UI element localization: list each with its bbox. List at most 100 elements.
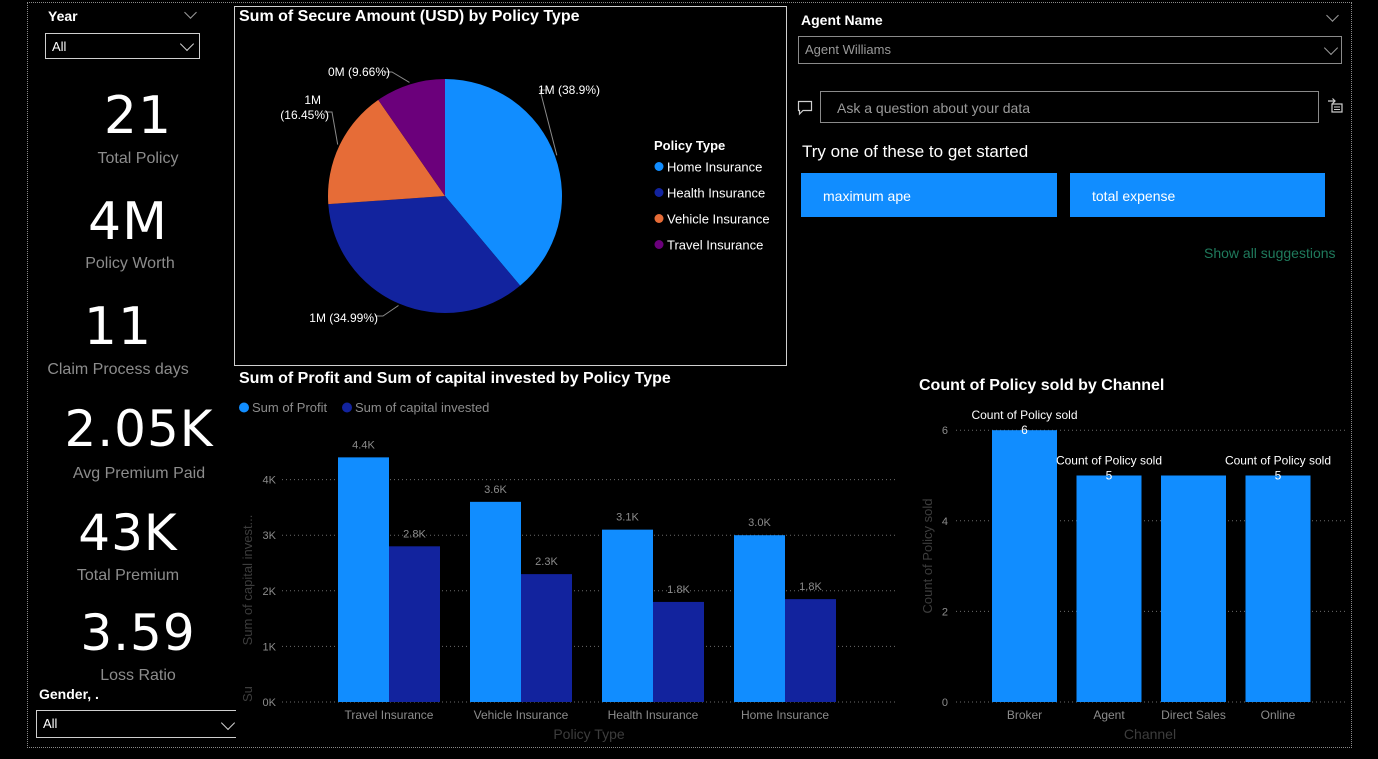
pie-leader-line: [539, 89, 558, 156]
bar-data-label: 1.8K: [799, 581, 822, 593]
kpi-loss-ratio-value: 3.59: [80, 604, 196, 662]
bar-capital[interactable]: [653, 601, 704, 702]
bar-profit[interactable]: [470, 501, 521, 702]
pie-slice-travel-insurance[interactable]: [378, 79, 445, 196]
x-axis-label: Policy Type: [553, 726, 625, 742]
pie-legend-item[interactable]: Home Insurance: [667, 160, 762, 175]
y-tick-label: 1K: [263, 641, 277, 653]
bar-profit[interactable]: [734, 535, 785, 702]
legend-item-capital[interactable]: Sum of capital invested: [355, 400, 489, 415]
profit-chart-title: Sum of Profit and Sum of capital investe…: [239, 370, 671, 387]
pie-legend-marker: [654, 162, 664, 171]
bar-capital[interactable]: [389, 546, 440, 702]
bar-data-label-name: Count of Policy sold: [971, 408, 1077, 422]
kpi-policy-worth-label: Policy Worth: [85, 255, 175, 272]
bar-channel-online[interactable]: [1245, 475, 1311, 703]
pie-leader-line: [375, 305, 399, 317]
bar-data-label: 3.1K: [616, 512, 639, 524]
bar-capital[interactable]: [521, 574, 572, 702]
qa-prompt-text: Try one of these to get started: [802, 142, 1029, 161]
channel-chart-title: Count of Policy sold by Channel: [919, 377, 1165, 394]
pie-legend-marker: [654, 188, 664, 197]
bar-channel-broker[interactable]: [992, 430, 1057, 702]
bar-channel-agent[interactable]: [1076, 475, 1142, 703]
kpi-total-premium-value: 43K: [78, 504, 178, 562]
legend-marker: [239, 402, 249, 413]
x-tick-label: Online: [1261, 708, 1296, 722]
suggestion-total-expense-button[interactable]: total expense: [1070, 173, 1325, 217]
x-tick-label: Direct Sales: [1161, 708, 1226, 722]
kpi-total-premium-label: Total Premium: [76, 567, 180, 584]
chevron-down-icon: [1323, 40, 1339, 56]
pie-legend-marker: [654, 214, 664, 223]
bar-data-label: 2.3K: [535, 556, 558, 568]
show-all-suggestions-link[interactable]: Show all suggestions: [1204, 245, 1336, 261]
bar-data-label: 2.8K: [403, 528, 426, 540]
x-tick-label: Travel Insurance: [345, 708, 434, 722]
bar-profit[interactable]: [338, 457, 389, 702]
pie-slice-home-insurance[interactable]: [445, 79, 562, 286]
profit-capital-bar-chart[interactable]: Sum of Profit Sum of capital invested 0K 1K…: [230, 390, 910, 750]
bar-data-label-value: 5: [1106, 469, 1113, 483]
qa-question-input[interactable]: Ask a question about your data: [820, 91, 1319, 123]
pie-legend-item[interactable]: Vehicle Insurance: [667, 212, 770, 227]
x-tick-label: Broker: [1007, 708, 1042, 722]
kpi-policy-worth-value: 4M: [88, 192, 168, 252]
bar-data-label: 4.4K: [352, 439, 375, 451]
pie-data-label: (16.45%): [280, 108, 329, 122]
pie-data-label: 0M (9.66%): [328, 65, 390, 79]
pie-slice-health-insurance[interactable]: [328, 196, 521, 313]
pie-data-label: 1M: [304, 93, 321, 107]
bar-data-label: 1.8K: [667, 584, 690, 596]
y-axis-label-fragment: Su: [240, 686, 255, 702]
kpi-loss-ratio-label: Loss Ratio: [100, 667, 176, 684]
bar-channel-direct-sales[interactable]: [1161, 475, 1226, 703]
bar-capital[interactable]: [785, 599, 836, 702]
y-tick-label: 4K: [263, 475, 277, 487]
bar-profit[interactable]: [602, 529, 653, 702]
report-canvas: [27, 2, 1352, 748]
y-tick-label: 2: [942, 606, 948, 618]
y-tick-label: 0K: [263, 697, 277, 709]
y-tick-label: 2K: [263, 586, 277, 598]
suggestion-maximum-ape-button[interactable]: maximum ape: [801, 173, 1057, 217]
agent-slicer-title: Agent Name: [801, 12, 883, 28]
bar-data-label-name: Count of Policy sold: [1056, 454, 1162, 468]
qa-placeholder: Ask a question about your data: [837, 100, 1031, 116]
kpi-avg-premium-label: Avg Premium Paid: [72, 465, 206, 482]
bar-data-label-value: 5: [1275, 469, 1282, 483]
gender-dropdown[interactable]: All: [36, 710, 236, 738]
bar-data-label: 3.6K: [484, 484, 507, 496]
pie-slice-vehicle-insurance[interactable]: [328, 99, 445, 205]
qa-options-icon[interactable]: [1326, 97, 1344, 115]
pie-legend-item[interactable]: Health Insurance: [667, 186, 765, 201]
kpi-avg-premium-value: 2.05K: [64, 400, 214, 458]
legend-marker: [342, 402, 352, 413]
year-slicer-title: Year: [48, 8, 78, 24]
y-tick-label: 6: [942, 425, 948, 437]
pie-leader-line: [324, 111, 339, 145]
pie-legend-item[interactable]: Travel Insurance: [667, 238, 763, 253]
year-dropdown-value: All: [52, 39, 67, 54]
y-tick-label: 4: [942, 516, 948, 528]
kpi-claim-days-label: Claim Process days: [47, 361, 189, 378]
kpi-total-policy-value: 21: [103, 86, 173, 146]
bar-data-label-name: Count of Policy sold: [1225, 454, 1331, 468]
kpi-total-policy-label: Total Policy: [97, 150, 179, 167]
pie-data-label: 1M (34.99%): [309, 311, 378, 325]
gender-dropdown-value: All: [43, 716, 58, 731]
agent-dropdown-value: Agent Williams: [805, 42, 891, 57]
pie-chart-title: Sum of Secure Amount (USD) by Policy Typ…: [239, 8, 580, 25]
chat-bubble-icon: [797, 100, 813, 116]
pie-legend-title: Policy Type: [654, 138, 725, 153]
y-axis-label: Sum of capital invest...: [240, 515, 255, 646]
year-dropdown[interactable]: All: [45, 33, 200, 59]
x-tick-label: Home Insurance: [741, 708, 829, 722]
agent-dropdown[interactable]: Agent Williams: [798, 36, 1342, 64]
pie-data-label: 1M (38.9%): [538, 83, 600, 97]
legend-item-profit[interactable]: Sum of Profit: [252, 400, 328, 415]
x-tick-label: Health Insurance: [608, 708, 699, 722]
pie-chart-visual[interactable]: [234, 6, 787, 366]
x-axis-label: Channel: [1124, 726, 1176, 742]
